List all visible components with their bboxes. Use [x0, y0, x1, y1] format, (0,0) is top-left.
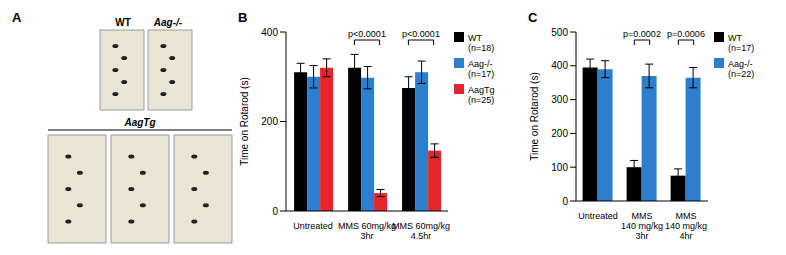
svg-text:B: B — [238, 10, 247, 25]
svg-text:300: 300 — [551, 94, 568, 105]
svg-text:400: 400 — [261, 27, 278, 38]
svg-text:p=0.0006: p=0.0006 — [667, 29, 705, 39]
svg-text:Aag-/-(n=22): Aag-/-(n=22) — [728, 59, 754, 79]
svg-text:MMS140 mg/kg4hr: MMS140 mg/kg4hr — [665, 211, 707, 241]
svg-text:400: 400 — [551, 60, 568, 71]
svg-text:0: 0 — [562, 196, 568, 207]
svg-text:A: A — [12, 10, 22, 25]
svg-text:p<0.0001: p<0.0001 — [402, 29, 440, 39]
svg-text:p=0.0002: p=0.0002 — [623, 29, 661, 39]
svg-text:200: 200 — [261, 116, 278, 127]
svg-text:p<0.0001: p<0.0001 — [348, 29, 386, 39]
svg-text:MMS 60mg/kg3hr: MMS 60mg/kg3hr — [338, 221, 396, 241]
svg-text:Time on Rotarod (s): Time on Rotarod (s) — [239, 77, 250, 166]
svg-text:200: 200 — [551, 128, 568, 139]
svg-text:MMS140 mg/kg3hr: MMS140 mg/kg3hr — [621, 211, 663, 241]
svg-text:Untreated: Untreated — [578, 211, 618, 221]
svg-text:Untreated: Untreated — [293, 221, 333, 231]
svg-text:WT(n=18): WT(n=18) — [468, 33, 494, 53]
svg-text:100: 100 — [551, 162, 568, 173]
svg-text:AagTg: AagTg — [123, 117, 155, 128]
svg-text:Aag-/-: Aag-/- — [153, 17, 183, 28]
svg-text:MMS 60mg/kg4.5hr: MMS 60mg/kg4.5hr — [392, 221, 450, 241]
svg-text:AagTg(n=25): AagTg(n=25) — [468, 85, 495, 105]
svg-text:Aag-/-(n=17): Aag-/-(n=17) — [468, 59, 494, 79]
svg-text:500: 500 — [551, 27, 568, 38]
svg-text:WT: WT — [115, 17, 131, 28]
svg-text:Time on Rotarod (s): Time on Rotarod (s) — [529, 72, 540, 161]
svg-text:C: C — [528, 10, 538, 25]
svg-text:WT(n=17): WT(n=17) — [728, 33, 754, 53]
svg-text:0: 0 — [272, 206, 278, 217]
